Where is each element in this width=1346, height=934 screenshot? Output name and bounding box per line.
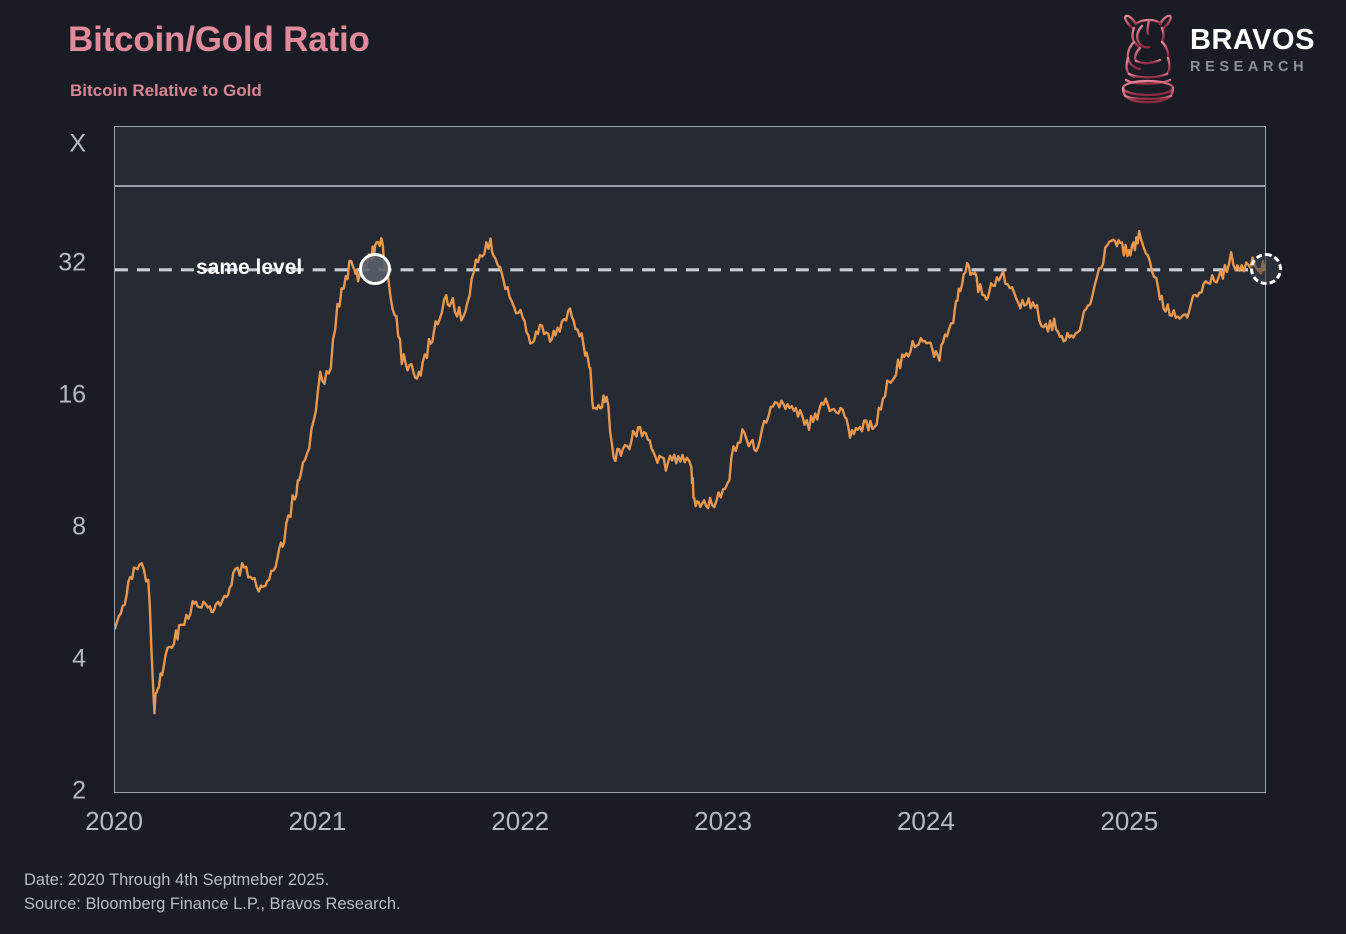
x-axis-tick-2021: 2021 bbox=[288, 806, 347, 836]
x-axis-tick-2022: 2022 bbox=[491, 806, 550, 836]
y-axis-tick-16: 16 bbox=[58, 380, 86, 409]
footer-source-line: Source: Bloomberg Finance L.P., Bravos R… bbox=[24, 895, 401, 914]
same-level-label: same level bbox=[196, 256, 303, 280]
page-subtitle: Bitcoin Relative to Gold bbox=[70, 81, 262, 100]
plot-header-divider bbox=[115, 185, 1265, 187]
logo-brand-text: BRAVOS bbox=[1190, 24, 1315, 56]
brand-logo: BRAVOS RESEARCH bbox=[1102, 10, 1332, 106]
x-axis-tick-2024: 2024 bbox=[896, 806, 955, 836]
y-axis-tick-2: 2 bbox=[72, 776, 86, 805]
y-axis-tick-32: 32 bbox=[58, 248, 86, 277]
footer-notes: Date: 2020 Through 4th Septmeber 2025. S… bbox=[24, 868, 401, 917]
x-axis-tick-2020: 2020 bbox=[85, 806, 143, 836]
footer-date-line: Date: 2020 Through 4th Septmeber 2025. bbox=[24, 871, 330, 889]
page-title: Bitcoin/Gold Ratio bbox=[68, 20, 370, 59]
series-canvas bbox=[115, 229, 1265, 715]
start-point-marker bbox=[358, 253, 391, 286]
end-point-marker bbox=[1250, 253, 1282, 286]
ratio-line-series bbox=[115, 229, 1265, 715]
logo-wordmark: BRAVOS RESEARCH bbox=[1190, 26, 1332, 75]
y-axis-unit-label: X bbox=[69, 129, 86, 158]
logo-sub-text: RESEARCH bbox=[1190, 59, 1309, 75]
plot-area bbox=[114, 126, 1266, 793]
x-axis-tick-2025: 2025 bbox=[1100, 806, 1159, 836]
x-axis-tick-2023: 2023 bbox=[694, 806, 752, 836]
bull-chess-piece-icon bbox=[1112, 12, 1186, 106]
y-axis-tick-8: 8 bbox=[72, 512, 86, 541]
y-axis-tick-4: 4 bbox=[72, 644, 86, 673]
